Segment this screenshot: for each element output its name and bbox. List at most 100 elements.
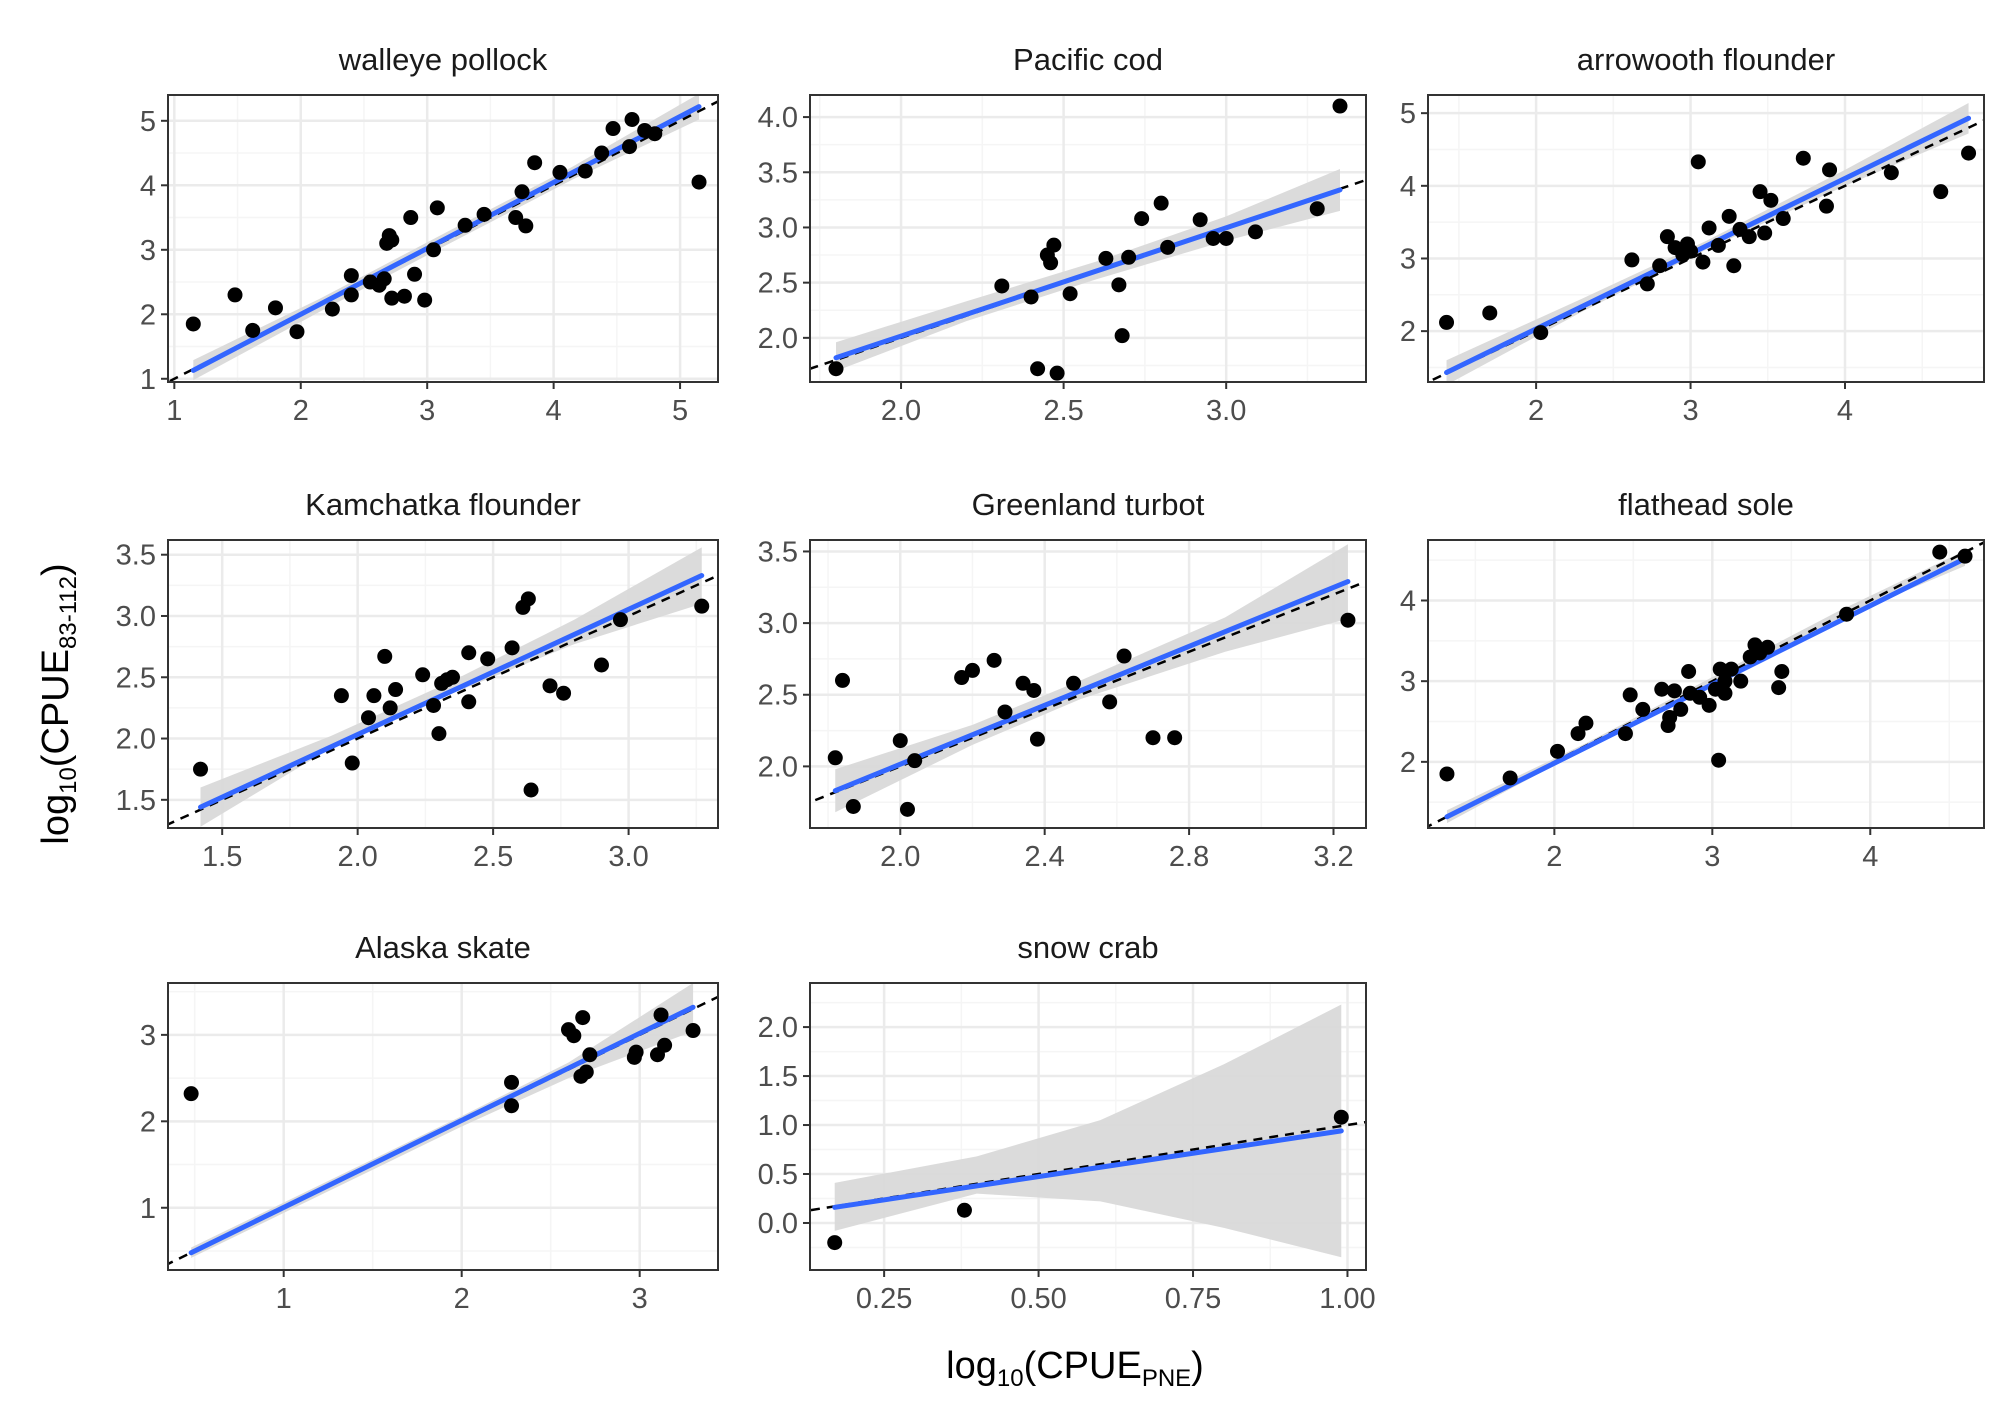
data-point — [594, 146, 609, 161]
data-point — [629, 1045, 644, 1060]
data-point — [397, 289, 412, 304]
data-point — [1933, 184, 1948, 199]
y-tick-label: 2 — [140, 299, 156, 331]
data-point — [1334, 1110, 1349, 1125]
data-point — [1635, 702, 1650, 717]
data-point — [458, 218, 473, 233]
data-point — [1726, 258, 1741, 273]
data-point — [245, 323, 260, 338]
data-point — [1043, 255, 1058, 270]
data-point — [1111, 277, 1126, 292]
data-point — [1026, 683, 1041, 698]
data-point — [827, 1235, 842, 1250]
data-point — [186, 316, 201, 331]
data-point — [480, 651, 495, 666]
data-point — [556, 686, 571, 701]
data-point — [1623, 687, 1638, 702]
data-point — [1046, 238, 1061, 253]
data-point — [1050, 366, 1065, 381]
data-point — [377, 649, 392, 664]
data-point — [997, 704, 1012, 719]
data-point — [1884, 165, 1899, 180]
y-tick-label: 2.0 — [758, 323, 798, 355]
data-point — [1771, 680, 1786, 695]
data-point — [430, 200, 445, 215]
data-point — [461, 694, 476, 709]
y-tick-label: 1 — [140, 364, 156, 396]
y-tick-label: 2 — [140, 1106, 156, 1138]
data-point — [1115, 328, 1130, 343]
data-point — [383, 700, 398, 715]
y-tick-label: 2.5 — [758, 680, 798, 712]
y-axis-title: log10(CPUE83-112) — [35, 563, 82, 844]
data-point — [1618, 726, 1633, 741]
data-point — [1248, 224, 1263, 239]
data-point — [625, 112, 640, 127]
data-point — [1439, 766, 1454, 781]
data-point — [579, 1065, 594, 1080]
data-point — [657, 1038, 672, 1053]
panels-layer: walleye pollock1 2 3 4 512345Pacific cod2.0 2… — [0, 0, 1996, 1368]
data-point — [384, 291, 399, 306]
data-point — [461, 645, 476, 660]
x-tick-label: 5 — [672, 395, 688, 427]
y-tick-label: 4.0 — [758, 102, 798, 134]
x-tick-label: 3.2 — [1313, 841, 1353, 873]
data-point — [426, 242, 441, 257]
data-point — [193, 762, 208, 777]
x-tick-label: 1.00 — [1319, 1283, 1375, 1315]
y-tick-label: 1.5 — [116, 785, 156, 817]
data-point — [1932, 545, 1947, 560]
x-tick-label: 0.75 — [1165, 1283, 1221, 1315]
x-tick-label: 3.0 — [1206, 395, 1246, 427]
data-point — [403, 210, 418, 225]
data-point — [1503, 770, 1518, 785]
facet-3: arrowooth flounder 2 3 4 2 3 4 5 — [1274, 22, 1996, 454]
y-tick-label: 1 — [140, 1193, 156, 1225]
data-point — [846, 799, 861, 814]
data-point — [1695, 255, 1710, 270]
data-point — [426, 698, 441, 713]
data-point — [1819, 199, 1834, 214]
data-point — [1822, 162, 1837, 177]
data-point — [1961, 146, 1976, 161]
y-tick-label: 2 — [1400, 316, 1416, 348]
data-point — [1711, 238, 1726, 253]
facet-6: flathead sole2 3 4234 — [1267, 459, 1996, 908]
y-tick-label: 5 — [1400, 98, 1416, 130]
data-point — [1763, 193, 1778, 208]
data-point — [1702, 698, 1717, 713]
facet-1: walleye pollock1 2 3 4 512345 — [42, 31, 858, 447]
data-point — [694, 599, 709, 614]
y-tick-label: 3.0 — [116, 601, 156, 633]
data-point — [325, 302, 340, 317]
y-tick-label: 4 — [1400, 171, 1416, 203]
x-tick-label: 3 — [632, 1283, 648, 1315]
data-point — [893, 733, 908, 748]
data-point — [1681, 664, 1696, 679]
data-point — [686, 1023, 701, 1038]
x-tick-label: 4 — [1837, 395, 1853, 427]
y-tick-label: 2.0 — [116, 724, 156, 756]
data-point — [1024, 290, 1039, 305]
data-point — [1958, 549, 1973, 564]
facet-title: Pacific cod — [1013, 42, 1163, 77]
x-tick-label: 2.5 — [1043, 395, 1083, 427]
data-point — [1667, 683, 1682, 698]
data-point — [1482, 305, 1497, 320]
x-tick-label: 3 — [1704, 841, 1720, 873]
data-point — [505, 640, 520, 655]
data-point — [900, 802, 915, 817]
x-tick-label: 2.8 — [1169, 841, 1209, 873]
data-point — [515, 184, 530, 199]
x-tick-label: 3.0 — [608, 841, 648, 873]
data-point — [907, 753, 922, 768]
data-point — [518, 218, 533, 233]
data-point — [344, 287, 359, 302]
y-tick-label: 4 — [1400, 586, 1416, 618]
y-tick-label: 4 — [140, 170, 156, 202]
data-point — [521, 591, 536, 606]
facet-title: Greenland turbot — [972, 487, 1205, 522]
data-point — [361, 710, 376, 725]
